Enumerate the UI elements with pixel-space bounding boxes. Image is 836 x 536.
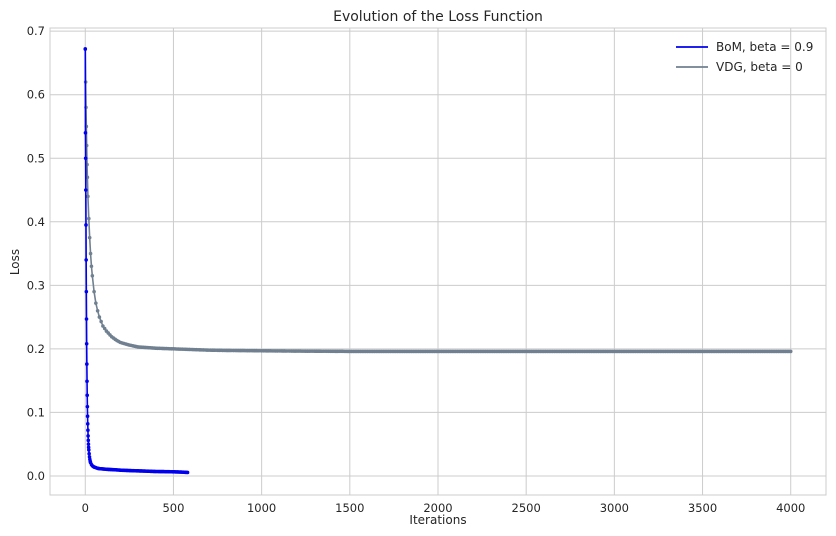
- x-tick-label: 1000: [247, 501, 276, 515]
- data-point-bom: [83, 47, 88, 51]
- data-point-vdg: [102, 326, 107, 331]
- data-point-bom: [83, 131, 88, 135]
- data-point-vdg: [94, 301, 98, 305]
- data-point-vdg: [99, 319, 103, 324]
- data-point-vdg: [788, 349, 793, 354]
- data-point-bom: [86, 438, 91, 443]
- x-tick-label: 4000: [776, 501, 805, 515]
- data-point-bom: [84, 188, 88, 192]
- data-point-bom: [84, 258, 88, 262]
- data-point-vdg: [87, 216, 91, 221]
- data-point-vdg: [95, 308, 100, 313]
- data-point-bom: [185, 470, 190, 475]
- data-point-bom: [84, 289, 89, 294]
- data-point-bom: [86, 434, 90, 438]
- data-point-vdg: [92, 289, 96, 294]
- x-axis-label: Iterations: [409, 513, 466, 527]
- data-point-bom: [87, 448, 91, 452]
- x-tick-label: 2000: [423, 501, 452, 515]
- data-point-bom: [87, 451, 91, 456]
- data-point-bom: [85, 362, 89, 366]
- x-tick-label: 500: [162, 501, 184, 515]
- x-tick-label: 3500: [688, 501, 717, 515]
- y-tick-label: 0.5: [27, 151, 45, 165]
- x-tick-label: 2500: [512, 501, 541, 515]
- data-point-bom: [86, 428, 90, 432]
- data-point-bom: [85, 393, 90, 398]
- y-tick-label: 0.1: [27, 405, 45, 419]
- y-axis-label: Loss: [8, 249, 22, 275]
- data-point-vdg: [87, 235, 92, 240]
- x-tick-label: 0: [82, 501, 89, 515]
- data-point-bom: [85, 422, 90, 426]
- data-point-bom: [85, 379, 89, 384]
- data-point-vdg: [101, 324, 105, 328]
- plot-frame: [49, 27, 827, 496]
- grid: [50, 28, 826, 495]
- y-tick-label: 0.7: [27, 24, 45, 38]
- data-point-bom: [85, 404, 90, 409]
- y-tick-label: 0.4: [27, 215, 45, 229]
- y-tick-label: 0.3: [27, 278, 45, 292]
- chart-title: Evolution of the Loss Function: [333, 9, 543, 25]
- legend-label-vdg: VDG, beta = 0: [716, 60, 803, 74]
- series-layer: [83, 47, 793, 475]
- y-tick-label: 0.6: [27, 88, 45, 102]
- data-point-vdg: [97, 315, 102, 319]
- y-tick-label: 0.0: [27, 469, 45, 483]
- legend: BoM, beta = 0.9 VDG, beta = 0: [676, 40, 813, 74]
- y-tick-label: 0.2: [27, 342, 45, 356]
- y-tick-labels: 0.0 0.1 0.2 0.3 0.4 0.5 0.6 0.7: [27, 24, 45, 483]
- data-point-bom: [85, 414, 90, 419]
- data-point-bom: [84, 341, 89, 346]
- x-tick-label: 3000: [600, 501, 629, 515]
- x-tick-labels: 0 500 1000 1500 2000 2500 3000 3500 4000: [82, 501, 806, 515]
- data-point-bom: [84, 223, 88, 227]
- legend-label-bom: BoM, beta = 0.9: [716, 40, 813, 54]
- x-tick-label: 1500: [335, 501, 364, 515]
- data-point-vdg: [90, 274, 95, 278]
- data-point-vdg: [89, 264, 94, 269]
- data-point-bom: [86, 442, 91, 446]
- series-bom: [83, 47, 190, 475]
- data-point-bom: [83, 156, 88, 161]
- data-point-bom: [84, 317, 89, 321]
- data-point-vdg: [88, 251, 93, 256]
- data-point-vdg: [86, 194, 90, 199]
